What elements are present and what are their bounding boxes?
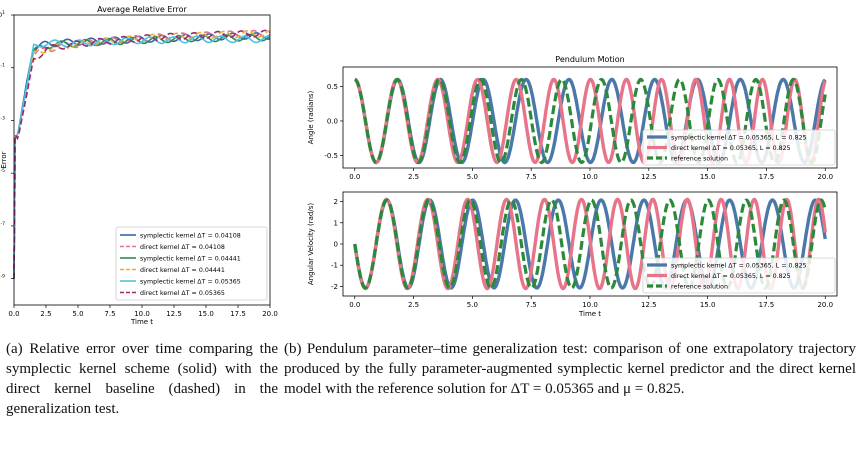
legend-box-3 [642,257,836,294]
legend-label: direct kernel ΔT = 0.04441 [140,267,225,274]
legend-label: symplectic kernel ΔT = 0.05365 [140,279,241,286]
x-tick-label: 12.5 [166,310,182,318]
legend-box-2 [642,129,836,166]
series-line-1 [354,77,827,165]
y-tick-label: 10-9 [0,274,5,283]
x-tick-label: 17.5 [230,310,246,318]
x-tick-label: 12.5 [641,301,657,309]
y-tick-label: -2 [331,283,338,291]
y-tick-label: 0.5 [327,83,338,91]
caption-a: (a) Relative error over time comparing t… [6,341,278,417]
x-tick-label: 2.5 [40,310,51,318]
x-tick-label: 0.0 [349,173,360,181]
x-tick-label: 15.0 [700,173,716,181]
y-tick-label: 101 [0,10,5,19]
x-tick-label: 10.0 [582,301,598,309]
series-line-2 [353,197,827,291]
y-axis-label: Angle (radians) [307,90,315,144]
y-tick-label: 10-3 [0,115,5,124]
y-tick-label: -0.5 [324,152,338,160]
y-tick-label: -1 [331,262,338,270]
legend-box-error [115,226,268,301]
legend-label: symplectic kernel ΔT = 0.05365, L = 0.82… [671,135,807,142]
y-tick-label: 1 [334,219,338,227]
x-tick-label: 17.5 [759,301,775,309]
legend-label: reference solution [671,156,728,163]
y-tick-label: 10-5 [0,168,5,177]
legend-label: symplectic kernel ΔT = 0.05365, L = 0.82… [671,263,807,270]
y-tick-label: 10-7 [0,221,5,230]
x-tick-label: 17.5 [759,173,775,181]
legend-label: direct kernel ΔT = 0.04108 [140,244,225,251]
series-line-3 [354,77,827,165]
caption-b: (b) Pendulum parameter–time generalizati… [284,341,856,397]
x-tick-label: 0.0 [349,301,360,309]
y-tick-label: 2 [334,198,338,206]
x-tick-label: 15.0 [198,310,214,318]
x-tick-label: 5.0 [467,301,478,309]
x-tick-label: 12.5 [641,173,657,181]
x-tick-label: 20.0 [817,301,833,309]
y-tick-label: 0 [334,241,338,249]
x-tick-label: 15.0 [700,301,716,309]
x-tick-label: 20.0 [262,310,278,318]
legend-label: direct kernel ΔT = 0.05365, L = 0.825 [671,273,791,280]
y-tick-label: 0.0 [327,117,338,125]
x-tick-label: 7.5 [104,310,115,318]
legend-label: symplectic kernel ΔT = 0.04441 [140,256,241,263]
x-tick-label: 2.5 [408,173,419,181]
x-tick-label: 5.0 [72,310,83,318]
legend-label: reference solution [671,284,728,291]
y-tick-label: 10-1 [0,63,5,72]
legend-label: direct kernel ΔT = 0.05365 [140,290,225,297]
y-axis-label: Error [0,151,8,168]
legend-label: symplectic kernel ΔT = 0.04108 [140,233,241,240]
x-tick-label: 7.5 [526,301,537,309]
series-line-6 [13,29,271,279]
x-tick-label: 10.0 [582,173,598,181]
x-tick-label: 2.5 [408,301,419,309]
chart-title-pendulum: Pendulum Motion [555,55,624,64]
x-tick-label: 20.0 [817,173,833,181]
chart-title-error: Average Relative Error [97,5,187,14]
series-line-3 [353,198,827,290]
x-tick-label: 10.0 [134,310,150,318]
y-axis-label: Angular Velocity (rad/s) [307,203,315,285]
series-line-5 [13,35,271,279]
legend-label: direct kernel ΔT = 0.05365, L = 0.825 [671,145,791,152]
x-axis-label: Time t [578,310,601,318]
x-axis-label: Time t [130,318,153,326]
x-tick-label: 7.5 [526,173,537,181]
x-tick-label: 5.0 [467,173,478,181]
x-tick-label: 0.0 [8,310,19,318]
